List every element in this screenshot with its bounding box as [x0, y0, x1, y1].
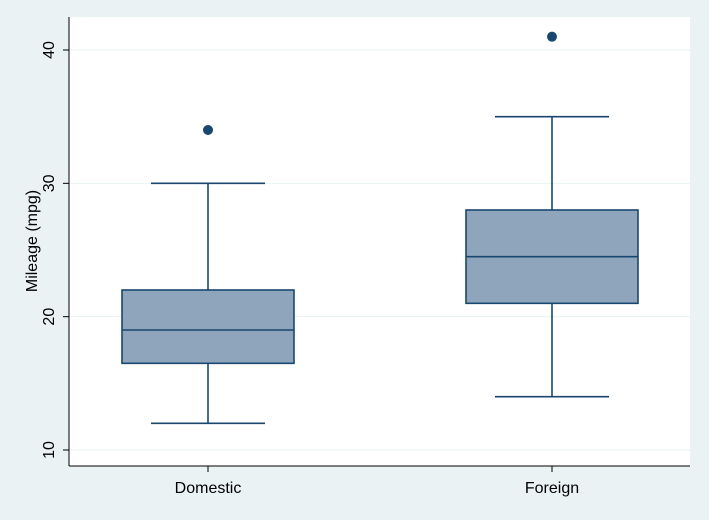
- y-tick-label-40: 40: [41, 41, 58, 59]
- outlier-point: [203, 125, 213, 135]
- y-tick-label-10: 10: [41, 441, 58, 459]
- boxes: [121, 31, 639, 425]
- iqr-box: [121, 289, 295, 365]
- x-axis-ticks: Domestic Foreign: [175, 466, 579, 497]
- box-foreign: [465, 31, 639, 398]
- y-tick-label-20: 20: [41, 308, 58, 326]
- x-tick-label-foreign: Foreign: [525, 480, 579, 497]
- x-tick-label-domestic: Domestic: [175, 480, 242, 497]
- outlier-point: [547, 31, 557, 42]
- y-tick-label-30: 30: [41, 174, 58, 192]
- y-axis-ticks: 10 20 30 40: [41, 41, 69, 459]
- box-domestic: [121, 125, 295, 425]
- y-axis-label: Mileage (mpg): [24, 190, 41, 292]
